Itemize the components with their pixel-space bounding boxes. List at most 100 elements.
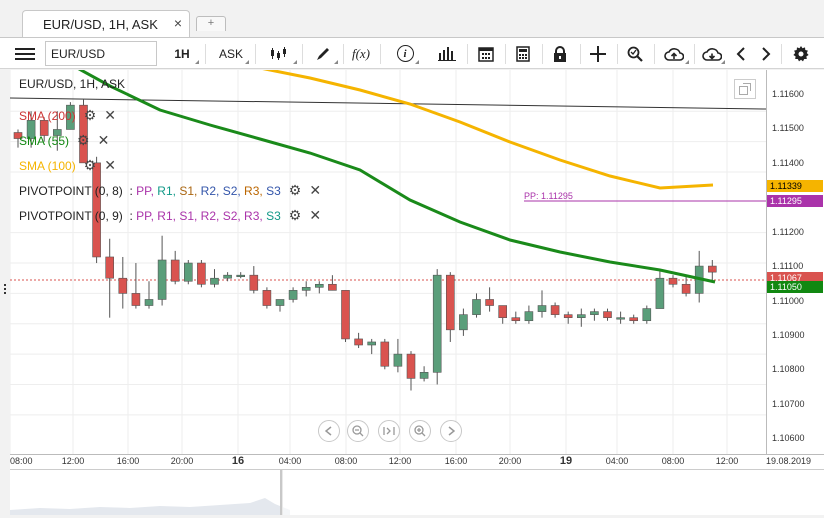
time-label: 12:00 [388,456,412,466]
indicator-param: PP, [132,208,154,223]
pan-left-button[interactable] [318,420,340,442]
zoom-out-button[interactable] [347,420,369,442]
candle-body [354,338,363,346]
lock-icon [554,45,566,62]
lock-button[interactable] [544,38,576,69]
tab-close-icon[interactable]: × [173,15,182,31]
settings-button[interactable] [786,38,816,69]
maximize-icon [739,83,751,95]
crosshair-button[interactable] [582,38,614,69]
price-type-selector[interactable]: ASK [210,38,252,69]
gear-icon[interactable]: ⚙ [83,107,97,123]
price-label: 1.10700 [772,399,805,409]
pan-right-button[interactable] [440,420,462,442]
pivot-pp-label: PP: 1.11295 [524,191,573,201]
indicator-legend-row[interactable]: PIVOTPOINT (0, 8) : PP, R1, S1, R2, S2, … [19,182,321,199]
price-label: 1.10600 [772,433,805,443]
candle-body [367,341,377,346]
menu-button[interactable] [8,38,42,69]
candle-body [563,314,573,318]
indicator-legend-row[interactable]: SMA (55) ⚙ ✕ [19,132,109,149]
maximize-button[interactable] [734,79,756,99]
info-button[interactable]: i [388,38,422,69]
candle-body [681,283,691,294]
time-label: 20:00 [170,456,194,466]
gear-icon[interactable]: ⚙ [288,182,302,198]
candle-body [459,314,468,331]
volume-button[interactable] [430,38,464,69]
indicator-legend-row[interactable]: SMA (200) ⚙ ✕ [19,107,116,124]
zoom-in-button[interactable] [409,420,431,442]
separator [255,44,256,64]
chart-type-button[interactable] [258,38,300,69]
calculator-button[interactable] [507,38,539,69]
scroll-right-button[interactable] [756,38,776,69]
candle-body [52,129,62,136]
price-axis[interactable]: 1.11600 1.11500 1.11400 1.11200 1.11100 1.110… [766,70,824,454]
scroll-left-button[interactable] [731,38,751,69]
indicator-param: R2, [197,208,220,223]
separator [542,44,543,64]
symbol-input[interactable]: EUR/USD [45,41,157,66]
indicator-param: R1, [153,183,176,198]
close-icon[interactable]: ✕ [309,182,322,198]
calculator-icon [516,45,530,62]
close-icon[interactable]: ✕ [97,132,110,148]
navigator-panel[interactable] [10,469,824,515]
candle-body [328,283,337,291]
add-tab-button[interactable]: + [196,16,226,31]
navigator-chart [10,470,824,515]
close-icon[interactable]: ✕ [104,157,116,173]
candle-body [223,274,232,279]
candle-body [184,262,193,282]
chart-tab[interactable]: EUR/USD, 1H, ASK × [22,10,190,37]
candle-body [576,314,586,318]
candle-body [380,341,390,367]
indicator-params-separator: : [122,208,133,223]
timeframe-selector[interactable]: 1H [162,38,202,69]
sma55-line [77,70,716,284]
time-axis[interactable]: 08:00 12:00 16:00 20:00 16 04:00 08:00 12:00 16:… [10,454,824,469]
info-icon: i [396,45,414,62]
price-label: 1.11000 [772,296,804,306]
sma100-line [262,70,714,190]
calendar-button[interactable] [470,38,502,69]
indicator-legend-row[interactable]: SMA (100) ⚙ ✕ [19,157,116,174]
cloud-upload-icon [664,47,684,61]
download-button[interactable] [696,38,728,69]
triangle-right-icon [448,426,455,436]
indicator-param: S3 [262,183,281,198]
reset-view-button[interactable] [378,420,400,442]
price-tag: 1.11050 [767,281,823,293]
indicator-legend-row[interactable]: PIVOTPOINT (0, 9) : PP, R1, S1, R2, S2, … [19,207,321,224]
candle-body [314,283,324,288]
time-label: 16 [231,455,245,467]
gear-icon[interactable]: ⚙ [77,132,90,148]
close-icon[interactable]: ✕ [309,207,322,223]
time-label: 12:00 [61,456,85,466]
indicator-param: S1, [175,183,198,198]
tab-title: EUR/USD, 1H, ASK [43,17,158,32]
zoom-in-icon [414,425,426,437]
candle-body [236,274,245,277]
time-label: 08:00 [334,456,358,466]
indicator-params-separator: : [122,183,133,198]
gear-icon[interactable]: ⚙ [83,157,97,173]
draw-tool-button[interactable] [305,38,341,69]
candle-body [603,311,612,318]
indicator-param: PP, [132,183,154,198]
upload-button[interactable] [656,38,692,69]
timeframe-label: 1H [174,46,190,61]
zoom-button[interactable] [619,38,651,69]
candle-body [262,290,272,306]
indicators-button[interactable]: f(x) [345,38,377,69]
close-icon[interactable]: ✕ [104,107,116,123]
gear-icon[interactable]: ⚙ [288,207,302,223]
time-label: 08:00 [661,456,685,466]
candle-body [485,299,494,306]
price-chart[interactable] [10,70,766,454]
toolbar: EUR/USD 1H ASK f(x) i [0,37,824,69]
chart-area[interactable]: EUR/USD, 1H, ASK SMA (200) ⚙ ✕ SMA (55) ⚙ ✕ SM… [10,70,766,454]
drag-handle-icon[interactable] [4,284,6,296]
price-label: 1.10900 [772,330,805,340]
